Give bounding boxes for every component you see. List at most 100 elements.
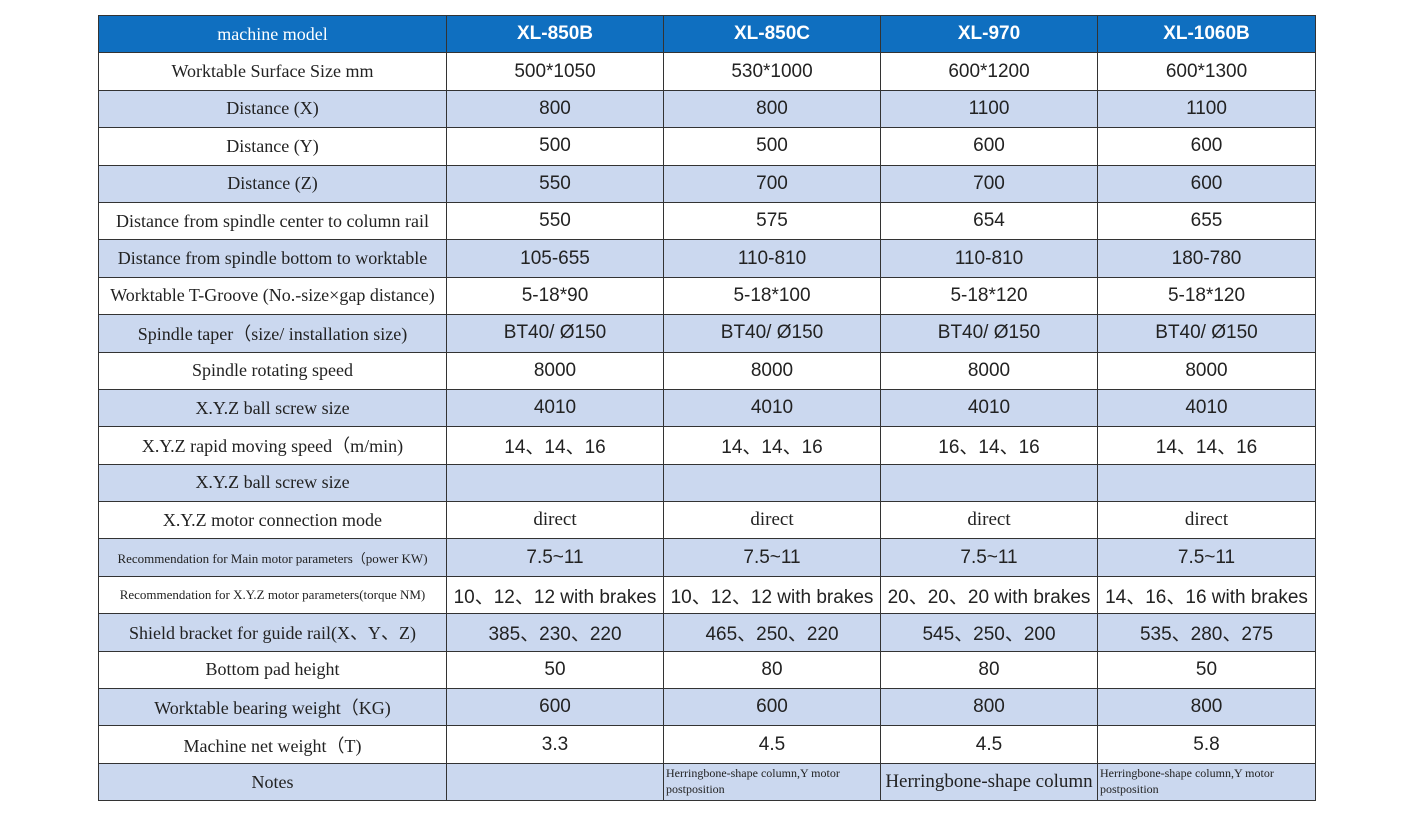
cell: [446, 463, 664, 503]
row-label: X.Y.Z ball screw size: [98, 388, 447, 428]
table-row: Notes Herringbone-shape column,Y motor po…: [98, 762, 1316, 802]
cell: 5-18*100: [663, 276, 881, 316]
cell: 8000: [446, 351, 664, 390]
cell: direct: [663, 501, 881, 540]
row-label: Distance (X): [98, 89, 447, 129]
table-row: Distance (X) 800 800 1100 1100: [98, 89, 1316, 129]
cell: direct: [880, 501, 1098, 540]
table-row: Spindle rotating speed 8000 8000 8000 8000: [98, 351, 1316, 390]
row-label: Distance from spindle bottom to worktabl…: [98, 239, 447, 278]
cell: 14、14、16: [663, 426, 881, 465]
cell: 10、12、12 with brakes: [446, 575, 664, 615]
cell: 14、16、16 with brakes: [1097, 575, 1316, 615]
table-row: Worktable bearing weight（KG) 600 600 800 800: [98, 688, 1316, 727]
cell: 50: [1097, 650, 1316, 690]
cell: 550: [446, 164, 664, 203]
cell: 7.5~11: [880, 538, 1098, 577]
cell: 4010: [663, 388, 881, 428]
cell: 530*1000: [663, 52, 881, 91]
cell: BT40/ Ø150: [446, 314, 664, 353]
cell: 20、20、20 with brakes: [880, 575, 1098, 615]
header-cell: XL-1060B: [1097, 14, 1316, 54]
cell: 800: [663, 89, 881, 129]
spec-table: machine model XL-850B XL-850C XL-970 XL-1060…: [98, 14, 1316, 802]
cell: 550: [446, 201, 664, 241]
cell: [663, 463, 881, 503]
cell: [446, 762, 664, 802]
cell: 500: [663, 127, 881, 166]
cell: 110-810: [880, 239, 1098, 278]
cell: 500: [446, 127, 664, 166]
cell: 600: [1097, 127, 1316, 166]
table-row: X.Y.Z ball screw size 4010 4010 4010 4010: [98, 388, 1316, 428]
row-label: Spindle rotating speed: [98, 351, 447, 390]
cell: 600*1200: [880, 52, 1098, 91]
cell: Herringbone-shape column,Y motor postpos…: [1097, 762, 1316, 802]
table-row: Distance (Z) 550 700 700 600: [98, 164, 1316, 203]
cell: 800: [880, 688, 1098, 727]
cell: 16、14、16: [880, 426, 1098, 465]
row-label: X.Y.Z rapid moving speed（m/min): [98, 426, 447, 465]
row-label: Shield bracket for guide rail(X、Y、Z): [98, 613, 447, 652]
row-label: Spindle taper（size/ installation size): [98, 314, 447, 353]
cell: 180-780: [1097, 239, 1316, 278]
cell: Herringbone-shape column,Y motor postpos…: [663, 762, 881, 802]
table-row: X.Y.Z ball screw size: [98, 463, 1316, 503]
cell: Herringbone-shape column: [880, 762, 1098, 802]
cell: 7.5~11: [663, 538, 881, 577]
cell: 4010: [880, 388, 1098, 428]
cell: 8000: [1097, 351, 1316, 390]
row-label: Recommendation for X.Y.Z motor parameter…: [98, 575, 447, 615]
cell: 80: [880, 650, 1098, 690]
row-label: Distance (Y): [98, 127, 447, 166]
row-label: Worktable bearing weight（KG): [98, 688, 447, 727]
table-row: X.Y.Z motor connection mode direct direct d…: [98, 501, 1316, 540]
cell: 700: [880, 164, 1098, 203]
table-row: Shield bracket for guide rail(X、Y、Z) 385、…: [98, 613, 1316, 652]
table-row: Bottom pad height 50 80 80 50: [98, 650, 1316, 690]
cell: 110-810: [663, 239, 881, 278]
cell: 4010: [1097, 388, 1316, 428]
cell: 465、250、220: [663, 613, 881, 652]
cell: BT40/ Ø150: [880, 314, 1098, 353]
table-row: Worktable T-Groove (No.-size×gap distanc…: [98, 276, 1316, 316]
cell: 600: [446, 688, 664, 727]
header-cell: machine model: [98, 14, 447, 54]
cell: [1097, 463, 1316, 503]
cell: 1100: [880, 89, 1098, 129]
cell: 545、250、200: [880, 613, 1098, 652]
header-row: machine model XL-850B XL-850C XL-970 XL-1060…: [98, 14, 1316, 54]
cell: 4.5: [880, 725, 1098, 764]
table-row: Distance from spindle bottom to worktabl…: [98, 239, 1316, 278]
row-label: Distance (Z): [98, 164, 447, 203]
cell: 654: [880, 201, 1098, 241]
cell: 800: [1097, 688, 1316, 727]
table-row: Machine net weight（T) 3.3 4.5 4.5 5.8: [98, 725, 1316, 764]
table-row: Distance from spindle center to column r…: [98, 201, 1316, 241]
cell: BT40/ Ø150: [663, 314, 881, 353]
cell: 600: [880, 127, 1098, 166]
cell: 14、14、16: [1097, 426, 1316, 465]
cell: 4010: [446, 388, 664, 428]
cell: 5.8: [1097, 725, 1316, 764]
cell: 50: [446, 650, 664, 690]
cell: 10、12、12 with brakes: [663, 575, 881, 615]
cell: direct: [1097, 501, 1316, 540]
table-row: Recommendation for X.Y.Z motor parameter…: [98, 575, 1316, 615]
cell: 535、280、275: [1097, 613, 1316, 652]
cell: 105-655: [446, 239, 664, 278]
cell: 8000: [663, 351, 881, 390]
cell: BT40/ Ø150: [1097, 314, 1316, 353]
cell: 7.5~11: [446, 538, 664, 577]
table-row: X.Y.Z rapid moving speed（m/min) 14、14、16 1…: [98, 426, 1316, 465]
cell: 5-18*90: [446, 276, 664, 316]
row-label: Recommendation for Main motor parameters…: [98, 538, 447, 577]
table-row: Recommendation for Main motor parameters…: [98, 538, 1316, 577]
row-label: Machine net weight（T): [98, 725, 447, 764]
row-label: Bottom pad height: [98, 650, 447, 690]
table-row: Distance (Y) 500 500 600 600: [98, 127, 1316, 166]
cell: 3.3: [446, 725, 664, 764]
row-label: X.Y.Z ball screw size: [98, 463, 447, 503]
table-row: Worktable Surface Size mm 500*1050 530*100…: [98, 52, 1316, 91]
cell: 80: [663, 650, 881, 690]
